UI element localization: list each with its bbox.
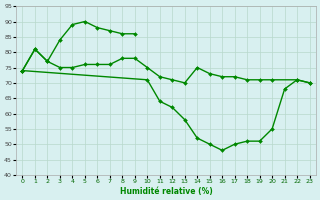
X-axis label: Humidité relative (%): Humidité relative (%) <box>120 187 212 196</box>
